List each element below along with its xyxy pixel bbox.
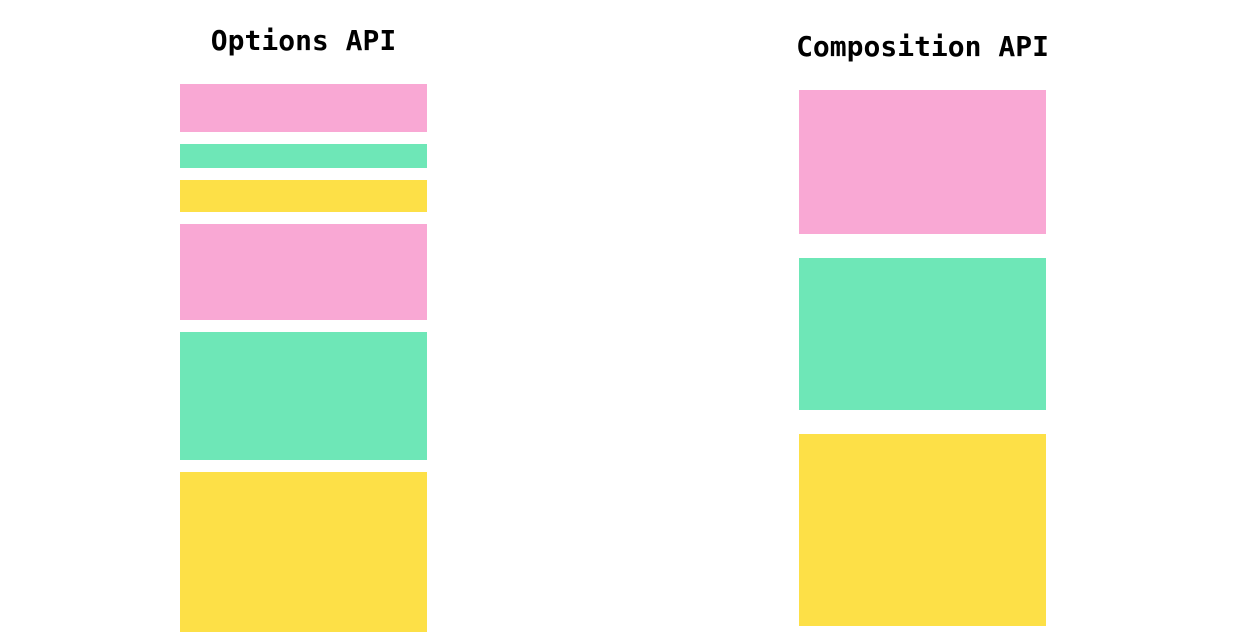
options-block-1 xyxy=(180,84,427,132)
options-block-4 xyxy=(180,224,427,320)
composition-block-3 xyxy=(799,434,1046,626)
options-block-6 xyxy=(180,472,427,632)
composition-block-2 xyxy=(799,258,1046,410)
options-block-2 xyxy=(180,144,427,168)
options-api-title: Options API xyxy=(210,24,397,57)
composition-block-1 xyxy=(799,90,1046,234)
options-block-3 xyxy=(180,180,427,212)
options-block-5 xyxy=(180,332,427,460)
composition-api-title: Composition API xyxy=(796,30,1049,63)
